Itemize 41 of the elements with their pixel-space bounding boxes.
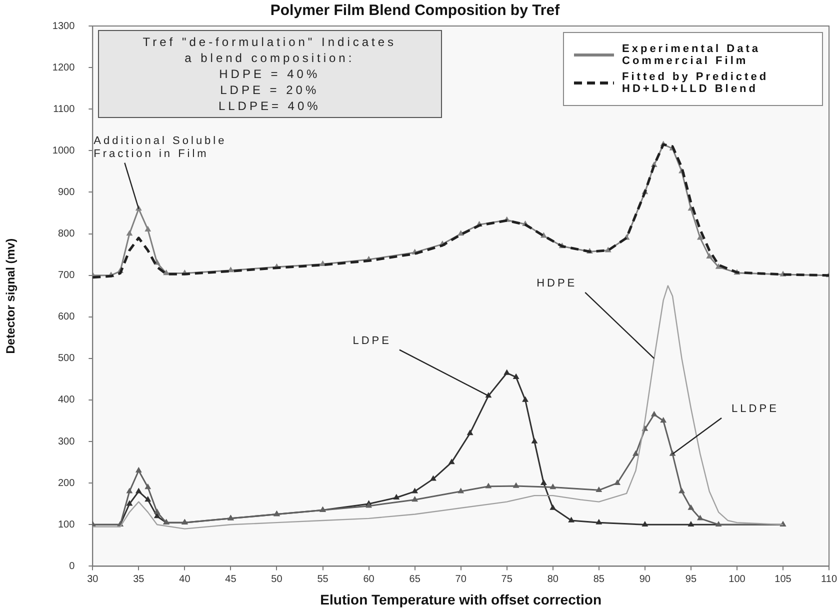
- annotation: Additional Soluble Fraction in Film: [94, 134, 227, 160]
- x-tick-label: 65: [409, 574, 421, 585]
- x-tick-label: 45: [225, 574, 237, 585]
- x-tick-label: 55: [317, 574, 329, 585]
- x-tick-label: 110: [821, 574, 838, 585]
- annotation: HDPE: [536, 277, 578, 290]
- x-tick-label: 80: [547, 574, 559, 585]
- y-tick-label: 1300: [52, 20, 76, 32]
- y-axis-title: Detector signal (mv): [4, 238, 18, 354]
- x-axis-title: Elution Temperature with offset correction: [320, 591, 602, 608]
- y-tick-label: 300: [58, 436, 76, 448]
- x-tick-label: 100: [728, 574, 746, 585]
- y-tick-label: 100: [58, 519, 76, 530]
- y-tick-label: 500: [58, 353, 76, 364]
- annotation: LLDPE: [732, 403, 779, 416]
- x-tick-label: 40: [179, 574, 191, 585]
- legend-label: Experimental Data Commercial Film: [622, 43, 762, 67]
- x-tick-label: 35: [133, 574, 145, 585]
- x-tick-label: 85: [593, 574, 605, 585]
- y-tick-label: 700: [58, 270, 76, 282]
- x-tick-label: 70: [455, 574, 467, 585]
- y-tick-label: 1100: [53, 104, 76, 115]
- x-tick-label: 90: [639, 574, 651, 585]
- x-tick-label: 95: [685, 574, 697, 585]
- text-box: Tref "de-formulation" Indicates a blend composition: HDPE = 40% LDPE = 20% LLDPE= 40%: [98, 30, 442, 118]
- x-tick-label: 50: [271, 574, 283, 585]
- x-tick-label: 75: [501, 574, 513, 585]
- y-tick-label: 900: [58, 186, 76, 198]
- y-tick-label: 0: [69, 560, 76, 572]
- legend-label: Fitted by Predicted HD+LD+LLD Blend: [622, 71, 770, 95]
- y-tick-label: 600: [58, 312, 76, 323]
- y-tick-label: 200: [58, 478, 76, 489]
- y-tick-label: 1200: [52, 62, 76, 74]
- y-tick-label: 1000: [52, 145, 76, 156]
- y-tick-label: 800: [58, 228, 76, 240]
- x-tick-label: 60: [363, 574, 375, 585]
- x-tick-label: 105: [774, 574, 792, 585]
- x-tick-label: 30: [87, 574, 99, 585]
- annotation: LDPE: [352, 334, 392, 347]
- y-tick-label: 400: [58, 394, 76, 406]
- chart-title: Polymer Film Blend Composition by Tref: [270, 2, 561, 20]
